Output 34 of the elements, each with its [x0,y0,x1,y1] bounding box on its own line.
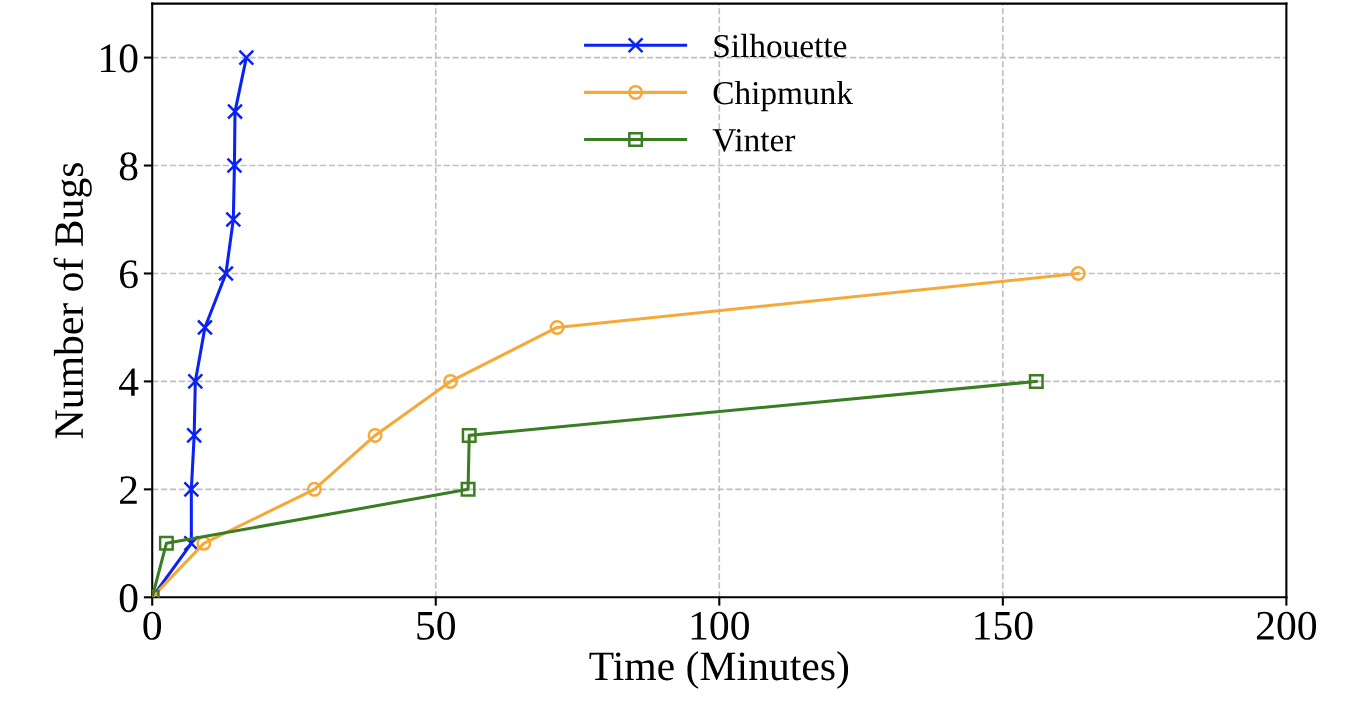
point [187,373,204,390]
point [196,319,214,336]
point [549,319,565,335]
point [183,481,200,498]
point [1028,373,1044,389]
legend-label: Vinter [712,129,796,152]
x-tick-label: 50 [417,611,455,640]
point [367,427,383,443]
x-axis-title: Time (Minutes) [589,651,849,689]
x-tick-label: 0 [143,611,162,640]
y-tick-label: 8 [119,152,138,181]
y-tick-label: 2 [120,476,137,504]
point [461,427,477,443]
point [185,427,203,444]
y-tick-label: 6 [119,260,138,289]
point [443,373,458,389]
point [225,211,242,228]
point [1070,265,1086,281]
legend-label: Chipmunk [713,80,854,112]
x-tick-label: 200 [1256,611,1317,640]
point [306,481,322,497]
point [158,535,174,551]
y-tick-label: 0 [119,584,138,613]
y-tick-label: 4 [119,368,139,396]
x-tick-label: 150 [975,611,1033,640]
legend-label: Silhouette [714,33,847,58]
point [226,103,244,120]
point [217,265,235,282]
point [238,49,255,66]
point [226,157,243,174]
y-axis-title: Number of Bugs [53,163,92,439]
x-tick-label: 100 [691,611,749,640]
y-tick-label: 10 [101,44,138,73]
point [460,481,476,497]
